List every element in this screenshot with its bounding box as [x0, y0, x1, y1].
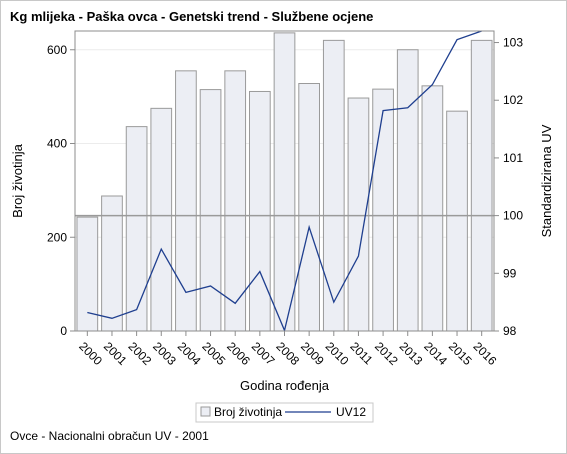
x-axis-label: Godina rođenja: [240, 378, 330, 393]
right-tick-label: 100: [503, 209, 523, 223]
legend-label-line: UV12: [336, 405, 366, 419]
x-tick-label: 2006: [224, 339, 253, 368]
bars: [76, 32, 493, 332]
bar-2002: [125, 126, 148, 332]
x-tick-label: 2001: [101, 339, 130, 368]
right-tick-label: 103: [503, 36, 523, 50]
x-tick-label: 2013: [397, 339, 426, 368]
x-tick-label: 2011: [347, 339, 375, 367]
chart-title: Kg mlijeka - Paška ovca - Genetski trend…: [10, 9, 374, 24]
y-axis-label-right: Standardizirana UV: [539, 124, 554, 237]
x-tick-label: 2014: [421, 339, 450, 368]
x-tick-label: 2008: [273, 339, 302, 368]
x-tick-label: 2003: [150, 339, 179, 368]
right-tick-label: 99: [503, 266, 517, 280]
bar-2005: [199, 89, 222, 332]
left-tick-label: 200: [47, 230, 67, 244]
x-tick-label: 2009: [298, 339, 327, 368]
x-tick-label: 2015: [446, 339, 475, 368]
right-tick-label: 98: [503, 324, 517, 338]
left-tick-label: 400: [47, 137, 67, 151]
x-tick-label: 2010: [323, 339, 352, 368]
uv12-line: [87, 30, 482, 333]
x-tick-label: 2007: [249, 339, 278, 368]
legend-label-bar: Broj životinja: [214, 405, 282, 419]
x-tick-label: 2016: [471, 339, 500, 368]
y-axis-label-left: Broj životinja: [10, 143, 25, 217]
footnote: Ovce - Nacionalni obračun UV - 2001: [10, 429, 209, 443]
bar-2009: [298, 83, 320, 332]
legend: Broj životinja UV12: [195, 402, 374, 423]
bar-2006: [224, 70, 247, 332]
legend-swatch-bar: [200, 406, 211, 417]
x-tick-label: 2000: [76, 339, 105, 368]
bar-2014: [421, 85, 444, 332]
x-tick-label: 2012: [372, 339, 401, 368]
right-tick-label: 102: [503, 93, 523, 107]
bar-2007: [249, 90, 271, 332]
bar-2013: [396, 49, 419, 332]
axes: [70, 30, 499, 336]
bar-2003: [150, 107, 173, 332]
bar-2016: [470, 39, 493, 332]
bar-2012: [372, 88, 394, 332]
bar-2015: [446, 110, 468, 332]
left-tick-label: 0: [60, 324, 67, 338]
x-tick-label: 2004: [175, 339, 204, 368]
bar-2008: [273, 32, 296, 332]
legend-box: [195, 402, 374, 423]
x-tick-label: 2002: [125, 339, 154, 368]
right-tick-label: 101: [503, 151, 523, 165]
left-tick-label: 600: [47, 43, 67, 57]
uv12-line-group: [87, 30, 482, 333]
x-tick-label: 2005: [199, 339, 228, 368]
